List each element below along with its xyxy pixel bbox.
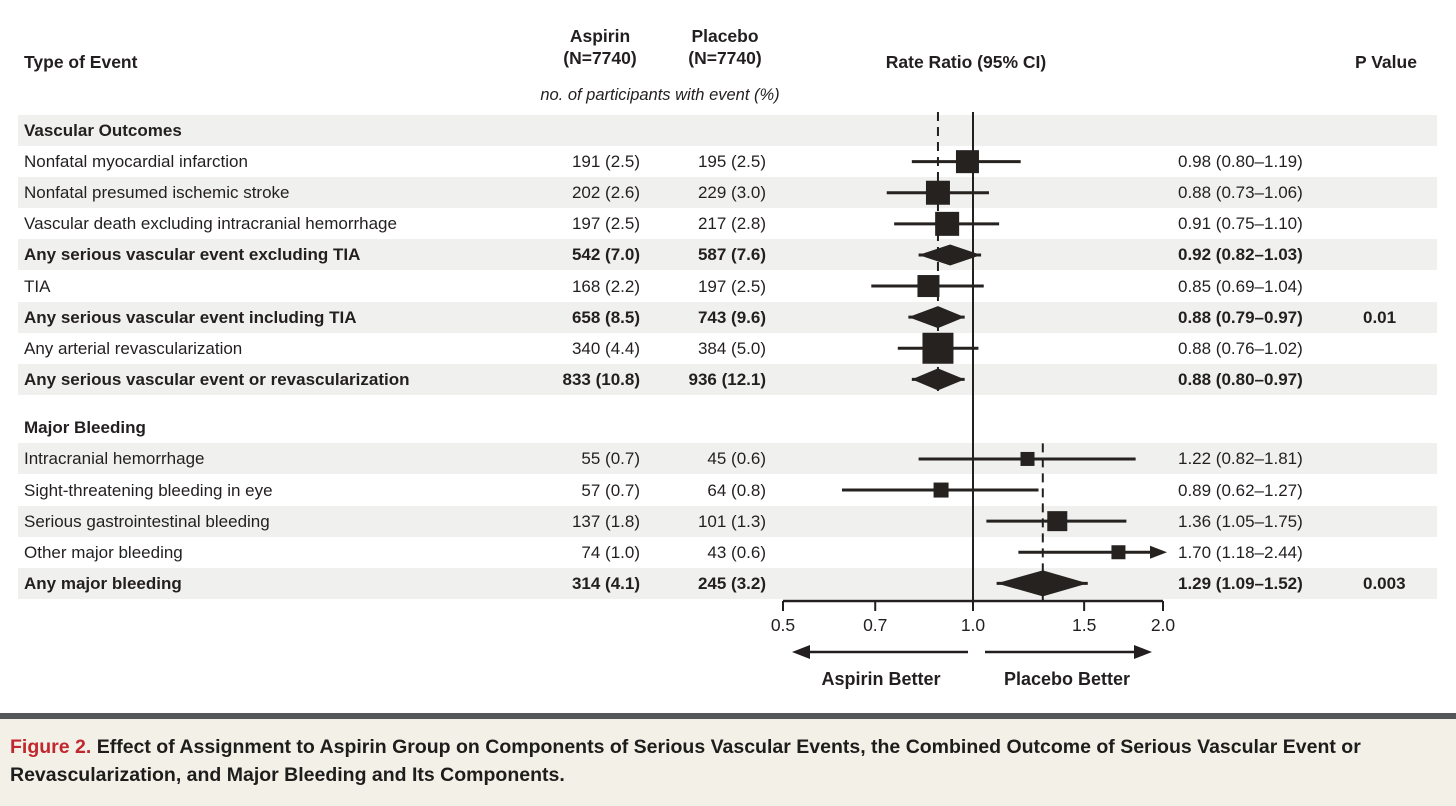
caption-band: Figure 2. Effect of Assignment to Aspiri… — [0, 719, 1456, 806]
event-label: Nonfatal myocardial infarction — [24, 152, 248, 172]
section-title: Major Bleeding — [24, 418, 146, 438]
column-header-rate-ratio: Rate Ratio (95% CI) — [885, 52, 1047, 72]
table-row: Intracranial hemorrhage 55 (0.7) 45 (0.6) 1… — [18, 443, 1437, 475]
aspirin-count: 202 (2.6) — [571, 183, 640, 203]
placebo-count: 195 (2.5) — [697, 152, 766, 172]
placebo-count: 229 (3.0) — [697, 183, 766, 203]
table-row: Nonfatal myocardial infarction 191 (2.5) 1… — [18, 146, 1437, 177]
event-label: Other major bleeding — [24, 542, 183, 562]
rate-ratio-ci: 0.88 (0.73–1.06) — [1178, 183, 1303, 203]
table-row: Other major bleeding 74 (1.0) 43 (0.6) 1.70… — [18, 537, 1437, 568]
table-row: Any arterial revascularization 340 (4.4) 3… — [18, 333, 1437, 364]
units-subheader: no. of participants with event (%) — [540, 86, 780, 104]
aspirin-count: 542 (7.0) — [571, 245, 640, 265]
table-row: Any serious vascular event including TIA… — [18, 301, 1437, 333]
event-label: Serious gastrointestinal bleeding — [24, 511, 270, 531]
placebo-header-line2: (N=7740) — [688, 48, 762, 68]
caption-divider-rule — [0, 713, 1456, 719]
aspirin-count: 658 (8.5) — [571, 307, 640, 327]
aspirin-count: 57 (0.7) — [581, 480, 640, 500]
event-label: Any arterial revascularization — [24, 338, 243, 358]
event-label: Any serious vascular event or revascular… — [24, 369, 410, 389]
table-row: Vascular death excluding intracranial he… — [18, 208, 1437, 239]
rate-ratio-ci: 1.70 (1.18–2.44) — [1178, 542, 1303, 562]
column-header-p-value: P Value — [1355, 52, 1417, 72]
event-label: Any major bleeding — [24, 573, 182, 593]
aspirin-count: 168 (2.2) — [571, 276, 640, 296]
aspirin-count: 314 (4.1) — [571, 573, 640, 593]
aspirin-count: 340 (4.4) — [571, 338, 640, 358]
section-title: Vascular Outcomes — [24, 121, 182, 140]
placebo-count: 245 (3.2) — [697, 573, 766, 593]
placebo-count: 217 (2.8) — [697, 214, 766, 234]
rate-ratio-ci: 0.92 (0.82–1.03) — [1178, 245, 1303, 265]
event-label: TIA — [24, 276, 51, 296]
event-label: Vascular death excluding intracranial he… — [24, 214, 397, 234]
placebo-count: 197 (2.5) — [697, 276, 766, 296]
section-header-row: Vascular Outcomes — [18, 115, 1437, 146]
rate-ratio-ci: 0.91 (0.75–1.10) — [1178, 214, 1303, 234]
table-row: Any serious vascular event excluding TIA… — [18, 239, 1437, 271]
event-label: Any serious vascular event excluding TIA — [24, 245, 361, 265]
table-row: Nonfatal presumed ischemic stroke 202 (2.… — [18, 177, 1437, 209]
aspirin-count: 55 (0.7) — [581, 449, 640, 469]
aspirin-count: 197 (2.5) — [571, 214, 640, 234]
rate-ratio-ci: 0.88 (0.80–0.97) — [1178, 369, 1303, 389]
placebo-count: 936 (12.1) — [688, 369, 767, 389]
aspirin-header-line2: (N=7740) — [563, 48, 637, 68]
column-header-aspirin: Aspirin (N=7740) — [538, 25, 662, 69]
table-row: Sight-threatening bleeding in eye 57 (0.7… — [18, 475, 1437, 506]
event-label: Any serious vascular event including TIA — [24, 307, 357, 327]
placebo-count: 743 (9.6) — [697, 307, 766, 327]
placebo-count: 45 (0.6) — [707, 449, 766, 469]
rate-ratio-ci: 0.88 (0.76–1.02) — [1178, 338, 1303, 358]
rate-ratio-ci: 0.98 (0.80–1.19) — [1178, 152, 1303, 172]
p-value: 0.01 — [1363, 307, 1397, 327]
event-label: Nonfatal presumed ischemic stroke — [24, 183, 290, 203]
aspirin-count: 74 (1.0) — [581, 542, 640, 562]
rate-ratio-ci: 0.85 (0.69–1.04) — [1178, 276, 1303, 296]
rate-ratio-ci: 0.89 (0.62–1.27) — [1178, 480, 1303, 500]
event-label: Intracranial hemorrhage — [24, 449, 205, 469]
rate-ratio-ci: 0.88 (0.79–0.97) — [1178, 307, 1303, 327]
placebo-header-line1: Placebo — [691, 26, 759, 46]
figure-caption-label: Figure 2. — [10, 736, 92, 758]
placebo-count: 43 (0.6) — [707, 542, 766, 562]
placebo-count: 101 (1.3) — [697, 511, 766, 531]
table-row: TIA 168 (2.2) 197 (2.5) 0.85 (0.69–1.04) — [18, 271, 1437, 302]
placebo-count: 64 (0.8) — [707, 480, 766, 500]
figure-caption: Figure 2. Effect of Assignment to Aspiri… — [0, 719, 1456, 789]
rate-ratio-ci: 1.22 (0.82–1.81) — [1178, 449, 1303, 469]
column-header-placebo: Placebo (N=7740) — [663, 25, 787, 69]
table-row: Any serious vascular event or revascular… — [18, 363, 1437, 395]
event-label: Sight-threatening bleeding in eye — [24, 480, 273, 500]
figure-caption-text: Effect of Assignment to Aspirin Group on… — [10, 736, 1361, 786]
rate-ratio-ci: 1.29 (1.09–1.52) — [1178, 573, 1303, 593]
placebo-count: 587 (7.6) — [697, 245, 766, 265]
rate-ratio-ci: 1.36 (1.05–1.75) — [1178, 511, 1303, 531]
column-header-type-of-event: Type of Event — [24, 52, 138, 72]
table-row: Serious gastrointestinal bleeding 137 (1.… — [18, 505, 1437, 537]
section-header-row: Major Bleeding — [18, 412, 1437, 443]
aspirin-count: 833 (10.8) — [562, 369, 641, 389]
table-row: Any major bleeding 314 (4.1) 245 (3.2) 1.29… — [18, 567, 1437, 599]
aspirin-header-line1: Aspirin — [569, 26, 631, 46]
placebo-count: 384 (5.0) — [697, 338, 766, 358]
aspirin-count: 191 (2.5) — [571, 152, 640, 172]
aspirin-count: 137 (1.8) — [571, 511, 640, 531]
p-value: 0.003 — [1363, 573, 1406, 593]
